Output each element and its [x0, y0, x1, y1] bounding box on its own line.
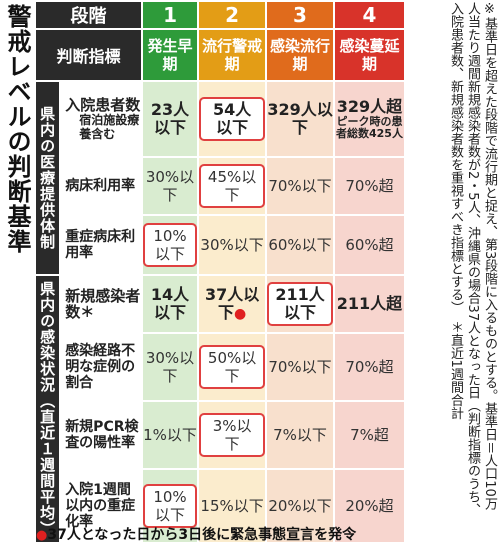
stage-4-value: 329人超 ピーク時の患者総数425人 — [334, 82, 404, 156]
group-label-medical: 県内の医療提供体制 — [36, 82, 60, 274]
stage-4-value: 70%超 — [334, 158, 404, 214]
stage-4-value: 7%超 — [334, 402, 404, 468]
red-dot-icon: ● — [36, 528, 48, 543]
criteria-table: 段階 1 2 3 4 判断指標 発生早期 流行警戒期 感染流行期 感染蔓延期 県… — [34, 0, 406, 544]
stage-2-value: 37人以下● — [199, 276, 266, 332]
indicator-name: 病床利用率 — [61, 158, 141, 214]
stage-4-number: 4 — [334, 2, 404, 28]
stage-header-row: 段階 1 2 3 4 — [36, 2, 404, 28]
indicator-name: 新規感染者数 — [65, 286, 141, 321]
highlighted-value: 10%以下 — [142, 223, 198, 267]
stage-2-value: 3%以下 — [199, 402, 266, 468]
highlighted-value: 10%以下 — [142, 484, 198, 528]
table-row: 新規PCR検査の陽性率 1%以下 3%以下 7%以下 7%超 — [36, 402, 404, 468]
indicator-name: 感染経路不明な症例の割合 — [61, 334, 141, 400]
indicator-name: 新規PCR検査の陽性率 — [61, 402, 141, 468]
highlighted-value: 50%以下 — [199, 345, 266, 389]
stage-1-value: 23人以下 — [142, 82, 198, 156]
stage-3-value: 20%以下 — [267, 470, 333, 542]
stage-4-value: 20%超 — [334, 470, 404, 542]
stage-4-value: 211人超 — [334, 276, 404, 332]
stage-3-number: 3 — [267, 2, 333, 28]
highlighted-value: 211人以下 — [267, 282, 333, 326]
page-title: 警戒レベルの判断基準 — [3, 4, 31, 254]
stage-2-value: 45%以下 — [199, 158, 266, 214]
indicator-name: 入院患者数 — [65, 96, 141, 114]
stage-1-value: 10%以下 — [142, 470, 198, 542]
indicator-name: 重症病床利用率 — [61, 216, 141, 274]
stage-4-name: 感染蔓延期 — [334, 30, 404, 80]
footnote-text: ※基準日を超えた段階で流行期と捉え、第3段階に入るものとする。基準日＝人口10万… — [448, 2, 497, 517]
stage-1-name: 発生早期 — [142, 30, 198, 80]
stage-4-value-text: 329人超 — [336, 97, 403, 116]
criteria-label: 判断指標 — [36, 30, 141, 80]
group-label-infection: 県内の感染状況（直近１週間平均） — [36, 276, 60, 542]
stage-3-value: 329人以下 — [267, 82, 333, 156]
table-row: 感染経路不明な症例の割合 30%以下 50%以下 70%以下 70%超 — [36, 334, 404, 400]
indicator-label: 入院患者数 宿泊施設療養含む — [61, 82, 141, 156]
stage-4-value: 60%超 — [334, 216, 404, 274]
stage-4-value: 70%超 — [334, 334, 404, 400]
highlighted-value: 45%以下 — [199, 164, 266, 208]
stage-1-number: 1 — [142, 2, 198, 28]
stage-2-value: 30%以下 — [199, 216, 266, 274]
stage-2-value: 15%以下 — [199, 470, 266, 542]
stage-1-value: 30%以下 — [142, 158, 198, 214]
stage-3-value: 60%以下 — [267, 216, 333, 274]
table-row: 病床利用率 30%以下 45%以下 70%以下 70%超 — [36, 158, 404, 214]
stage-3-value: 7%以下 — [267, 402, 333, 468]
stage-2-value: 54人以下 — [199, 82, 266, 156]
stage-1-value: 30%以下 — [142, 334, 198, 400]
stage-2-value: 50%以下 — [199, 334, 266, 400]
indicator-sub: 宿泊施設療養含む — [79, 113, 140, 141]
asterisk-mark: ＊ — [80, 304, 95, 321]
stage-3-name: 感染流行期 — [267, 30, 333, 80]
peak-note: ピーク時の患者総数425人 — [336, 115, 403, 140]
red-dot-icon: ● — [233, 305, 247, 322]
table-row: 県内の医療提供体制 入院患者数 宿泊施設療養含む 23人以下 54人以下 329… — [36, 82, 404, 274]
indicator-label: 新規感染者数＊ — [61, 276, 141, 332]
stage-1-value: 10%以下 — [142, 216, 198, 274]
table-row: 重症病床利用率 10%以下 30%以下 60%以下 60%超 — [36, 216, 404, 274]
highlighted-value: 3%以下 — [199, 413, 266, 457]
table-row: 県内の感染状況（直近１週間平均） 新規感染者数＊ 14人以下 37人以下● 21… — [36, 276, 404, 542]
criteria-header-row: 判断指標 発生早期 流行警戒期 感染流行期 感染蔓延期 — [36, 30, 404, 80]
footer-text: 37人となった日から3日後に緊急事態宣言を発令 — [47, 527, 357, 543]
stage-1-value: 1%以下 — [142, 402, 198, 468]
stage-2-name: 流行警戒期 — [199, 30, 266, 80]
stage-3-value: 70%以下 — [267, 334, 333, 400]
stage-1-value: 14人以下 — [142, 276, 198, 332]
table-row: 入院1週間以内の重症化率 10%以下 15%以下 20%以下 20%超 — [36, 470, 404, 542]
stage-3-value: 70%以下 — [267, 158, 333, 214]
stage-3-value: 211人以下 — [267, 276, 333, 332]
stage-2-value-text: 37人以下 — [204, 284, 260, 322]
stage-label: 段階 — [36, 2, 141, 28]
indicator-name: 入院1週間以内の重症化率 — [61, 470, 141, 542]
highlighted-value: 54人以下 — [199, 97, 266, 141]
footer-note: ●37人となった日から3日後に緊急事態宣言を発令 — [36, 524, 496, 546]
stage-2-number: 2 — [199, 2, 266, 28]
